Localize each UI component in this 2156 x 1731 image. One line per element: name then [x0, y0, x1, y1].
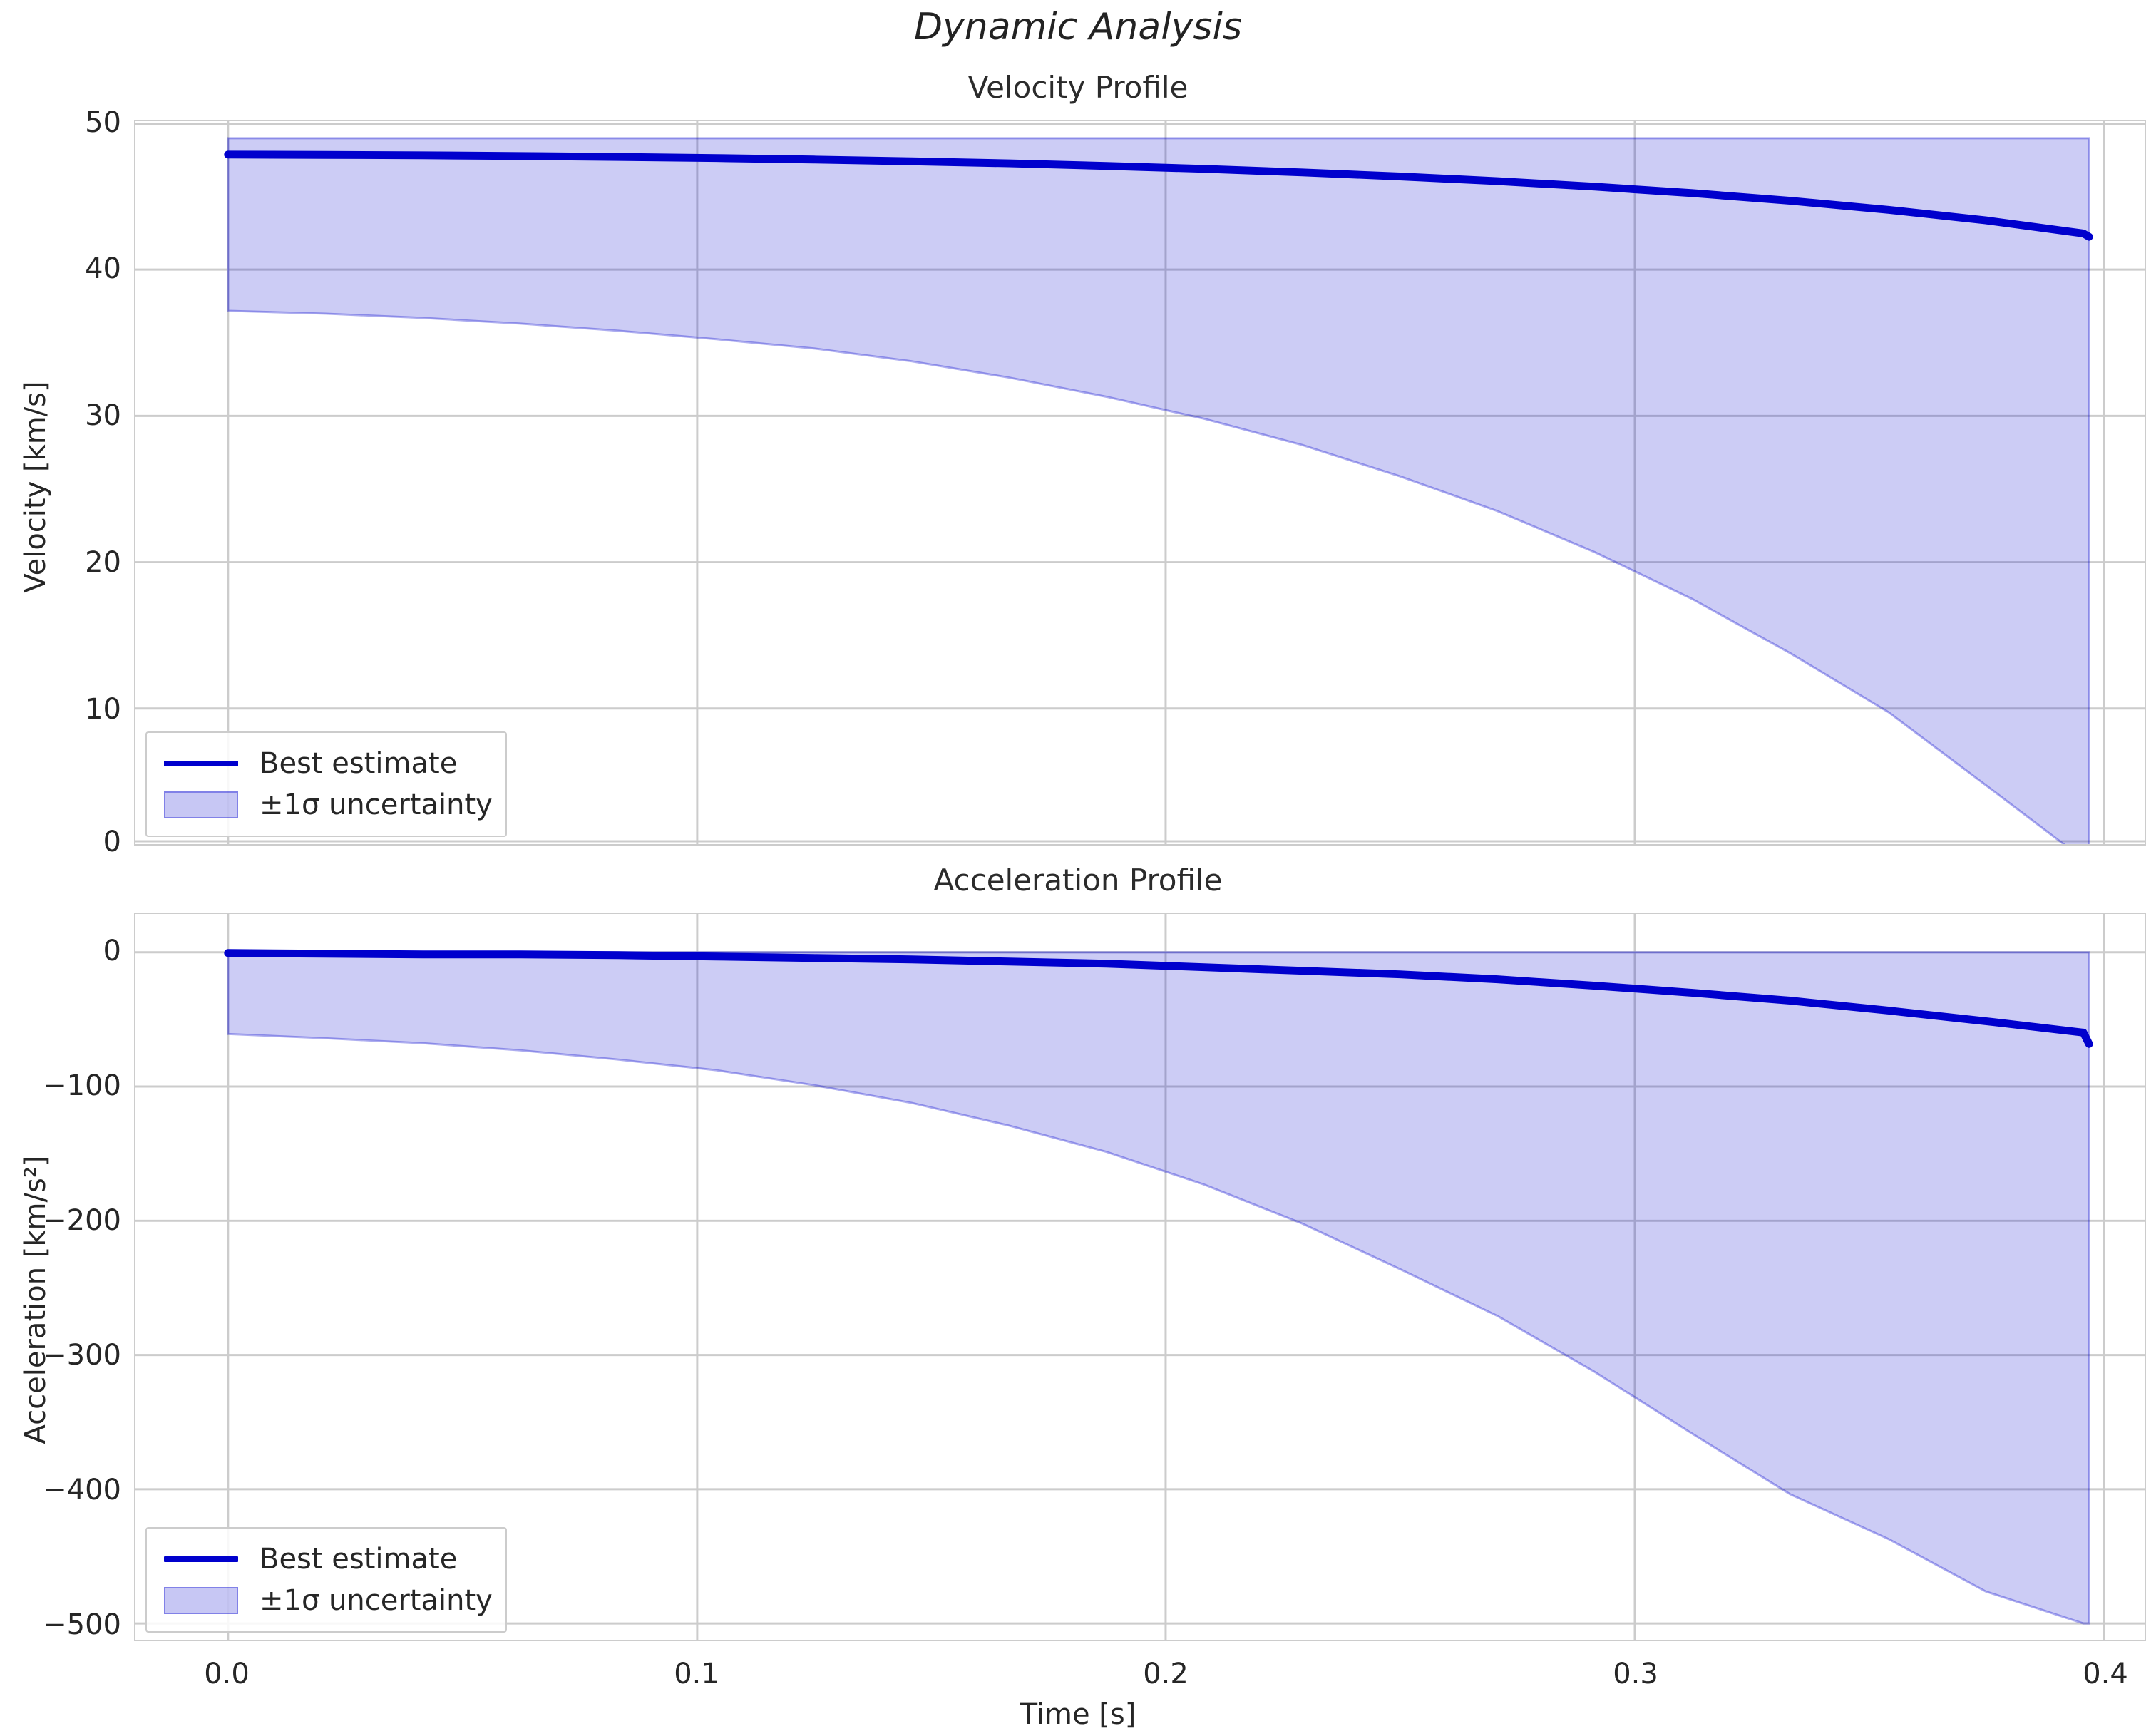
velocity-plot-svg [135, 121, 2145, 844]
figure-suptitle: Dynamic Analysis [913, 6, 1243, 48]
velocity-title: Velocity Profile [967, 70, 1189, 105]
velocity-ytick-20: 20 [85, 546, 121, 579]
velocity-data-layer [224, 137, 2093, 844]
band-swatch-icon [158, 1584, 244, 1617]
line-swatch-icon [158, 1543, 244, 1576]
acceleration-ytick-m400: −400 [43, 1474, 121, 1506]
xtick-0-1: 0.1 [674, 1658, 719, 1690]
acceleration-legend-row-uncertainty[interactable]: ±1σ uncertainty [158, 1580, 493, 1621]
acceleration-legend-label-best-estimate: Best estimate [260, 1543, 458, 1576]
acceleration-legend-label-uncertainty: ±1σ uncertainty [260, 1584, 493, 1617]
velocity-ytick-30: 30 [85, 399, 121, 432]
velocity-best-estimate-line [224, 150, 2093, 241]
velocity-gridlines [135, 121, 2145, 844]
velocity-ytick-10: 10 [85, 693, 121, 726]
velocity-legend-label-uncertainty: ±1σ uncertainty [260, 789, 493, 821]
line-swatch-icon [158, 747, 244, 780]
velocity-legend-row-best-estimate[interactable]: Best estimate [158, 743, 493, 784]
acceleration-legend-row-best-estimate[interactable]: Best estimate [158, 1539, 493, 1580]
xtick-0-3: 0.3 [1613, 1658, 1658, 1690]
acceleration-best-estimate-line [224, 949, 2093, 1048]
xtick-0-4: 0.4 [2083, 1658, 2128, 1690]
xtick-0-0: 0.0 [204, 1658, 250, 1690]
velocity-uncertainty-band [227, 137, 2090, 844]
xtick-0-2: 0.2 [1143, 1658, 1189, 1690]
acceleration-uncertainty-band [227, 951, 2090, 1625]
velocity-plot-area[interactable]: Best estimate ±1σ uncertainty [134, 120, 2146, 846]
x-axis-label: Time [s] [1020, 1698, 1136, 1731]
velocity-legend[interactable]: Best estimate ±1σ uncertainty [145, 731, 507, 837]
velocity-legend-label-best-estimate: Best estimate [260, 747, 458, 780]
velocity-legend-row-uncertainty[interactable]: ±1σ uncertainty [158, 784, 493, 826]
velocity-ytick-0: 0 [103, 826, 121, 858]
velocity-ytick-40: 40 [85, 252, 121, 285]
acceleration-data-layer [224, 949, 2093, 1625]
acceleration-legend[interactable]: Best estimate ±1σ uncertainty [145, 1527, 507, 1633]
velocity-ytick-50: 50 [85, 106, 121, 139]
acceleration-ytick-m300: −300 [43, 1339, 121, 1372]
acceleration-ytick-m200: −200 [43, 1204, 121, 1237]
acceleration-title: Acceleration Profile [933, 863, 1223, 898]
acceleration-ytick-0: 0 [103, 935, 121, 967]
acceleration-plot-area[interactable]: Best estimate ±1σ uncertainty [134, 913, 2146, 1641]
velocity-y-axis-label: Velocity [km/s] [19, 381, 52, 593]
acceleration-y-axis-label: Acceleration [km/s²] [19, 1155, 52, 1444]
band-swatch-icon [158, 789, 244, 821]
acceleration-ytick-m500: −500 [43, 1608, 121, 1641]
acceleration-ytick-m100: −100 [43, 1069, 121, 1102]
